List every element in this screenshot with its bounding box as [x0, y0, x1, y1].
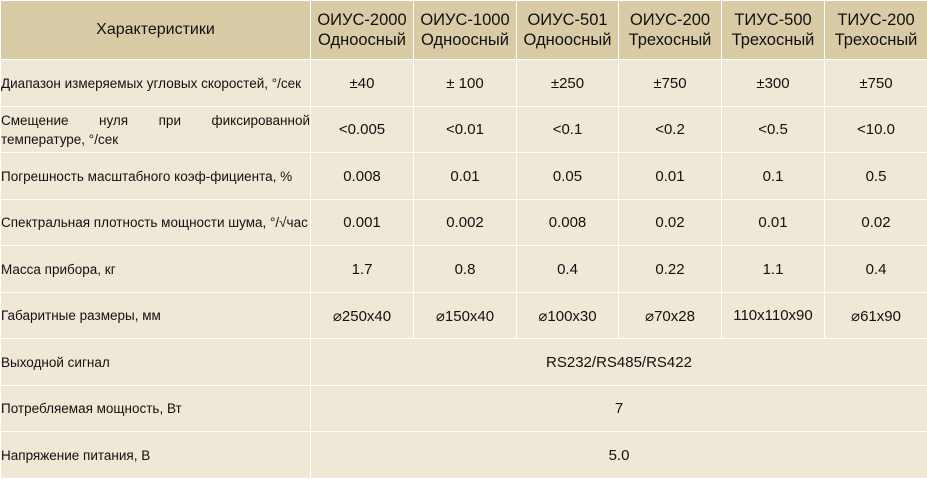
row-parameter: Диапазон измеряемых угловых скоростей, °… — [1, 60, 311, 107]
table-cell: <0.01 — [414, 107, 517, 153]
table-cell: 0.001 — [311, 200, 414, 246]
table-cell: <10.0 — [825, 107, 927, 153]
table-cell: 0.05 — [517, 153, 619, 200]
table-cell: 1.1 — [722, 246, 825, 293]
table-cell: <0.1 — [517, 107, 619, 153]
table-cell: ±750 — [825, 60, 927, 107]
table-row-power-consumption: Потребляемая мощность, Вт 7 — [1, 386, 927, 432]
row-parameter: Смещение нуля при фиксированной температ… — [1, 107, 311, 153]
table-cell: ⌀150x40 — [414, 293, 517, 339]
table-cell: ⌀61x90 — [825, 293, 927, 339]
row-parameter: Погрешность масштабного коэф-фициента, % — [1, 153, 311, 200]
table-cell: <0.005 — [311, 107, 414, 153]
row-parameter: Напряжение питания, В — [1, 432, 311, 479]
table-cell: 0.4 — [517, 246, 619, 293]
table-row-dimensions: Габаритные размеры, мм ⌀250x40 ⌀150x40 ⌀… — [1, 293, 927, 339]
table-cell: ± 100 — [414, 60, 517, 107]
table-cell: 1.7 — [311, 246, 414, 293]
model-axes: Одноосный — [414, 30, 516, 50]
table-cell: ±750 — [619, 60, 722, 107]
model-name: ОИУС-501 — [517, 10, 618, 30]
table-row-noise-density: Спектральная плотность мощности шума, °/… — [1, 200, 927, 246]
model-name: ОИУС-200 — [619, 10, 721, 30]
table-cell: ±250 — [517, 60, 619, 107]
table-cell: 0.008 — [311, 153, 414, 200]
table-cell: <0.5 — [722, 107, 825, 153]
table-cell: ±300 — [722, 60, 825, 107]
row-parameter: Масса прибора, кг — [1, 246, 311, 293]
model-axes: Одноосный — [311, 30, 413, 50]
table-cell: ⌀70x28 — [619, 293, 722, 339]
model-name: ТИУС-200 — [825, 10, 927, 30]
table-cell: <0.2 — [619, 107, 722, 153]
model-name: ОИУС-2000 — [311, 10, 413, 30]
row-parameter: Потребляемая мощность, Вт — [1, 386, 311, 432]
table-cell: 0.5 — [825, 153, 927, 200]
table-cell: 0.01 — [722, 200, 825, 246]
model-axes: Трехосный — [825, 30, 927, 50]
table-cell: 0.01 — [414, 153, 517, 200]
table-cell: 0.22 — [619, 246, 722, 293]
table-cell: 0.008 — [517, 200, 619, 246]
shared-value-cell: 5.0 — [311, 432, 927, 479]
row-parameter: Габаритные размеры, мм — [1, 293, 311, 339]
table-cell: 0.8 — [414, 246, 517, 293]
model-axes: Одноосный — [517, 30, 618, 50]
table-cell: 0.4 — [825, 246, 927, 293]
table-cell: ⌀100x30 — [517, 293, 619, 339]
model-name: ТИУС-500 — [722, 10, 824, 30]
row-parameter: Спектральная плотность мощности шума, °/… — [1, 200, 311, 246]
table-row-angular-rate-range: Диапазон измеряемых угловых скоростей, °… — [1, 60, 927, 107]
table-cell: 0.1 — [722, 153, 825, 200]
header-characteristics: Характеристики — [1, 1, 311, 60]
table-cell: 0.02 — [825, 200, 927, 246]
table-row-zero-bias: Смещение нуля при фиксированной температ… — [1, 107, 927, 153]
table-cell: ⌀250x40 — [311, 293, 414, 339]
table-row-mass: Масса прибора, кг 1.7 0.8 0.4 0.22 1.1 0… — [1, 246, 927, 293]
table-cell: 0.01 — [619, 153, 722, 200]
table-cell: 110x110x90 — [722, 293, 825, 339]
table-cell: 0.002 — [414, 200, 517, 246]
shared-value-cell: 7 — [311, 386, 927, 432]
table-cell: ±40 — [311, 60, 414, 107]
table-row-scale-factor-error: Погрешность масштабного коэф-фициента, %… — [1, 153, 927, 200]
model-name: ОИУС-1000 — [414, 10, 516, 30]
table-row-output-signal: Выходной сигнал RS232/RS485/RS422 — [1, 339, 927, 386]
table-row-supply-voltage: Напряжение питания, В 5.0 — [1, 432, 927, 479]
shared-value-cell: RS232/RS485/RS422 — [311, 339, 927, 386]
model-axes: Трехосный — [619, 30, 721, 50]
model-axes: Трехосный — [722, 30, 824, 50]
row-parameter: Выходной сигнал — [1, 339, 311, 386]
table-cell: 0.02 — [619, 200, 722, 246]
